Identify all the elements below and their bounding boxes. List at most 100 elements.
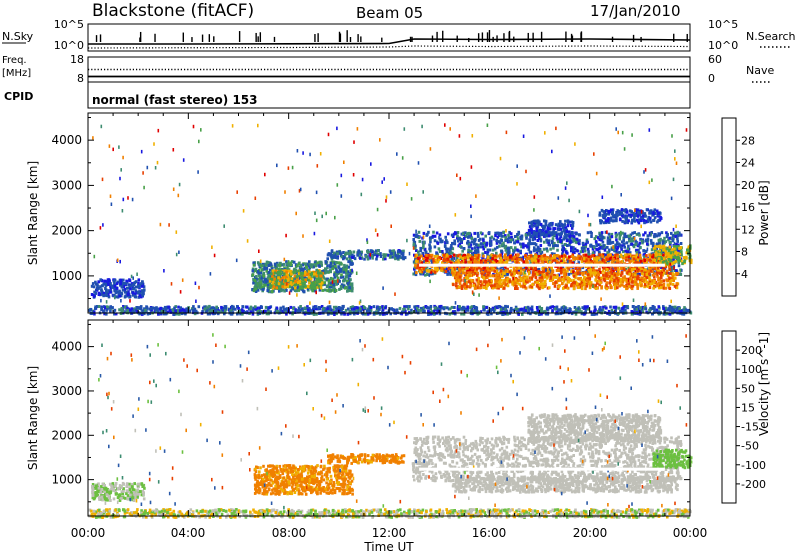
scatter-cell (334, 253, 338, 257)
scatter-cell (619, 253, 623, 257)
scatter-cell (549, 254, 553, 258)
scatter-cell (517, 269, 520, 273)
scatter-cell (605, 272, 608, 276)
scatter-cell (388, 249, 392, 253)
scatter-cell (616, 251, 620, 255)
scatter-cell (563, 235, 566, 239)
scatter-cell (524, 244, 528, 248)
scatter-cell (618, 251, 621, 254)
scatter-cell (658, 277, 661, 281)
scatter-cell (330, 257, 334, 261)
scatter-cell (637, 259, 641, 263)
scatter-cell (581, 280, 584, 284)
scatter-cell (528, 232, 531, 235)
scatter-cell (582, 253, 586, 257)
scatter-cell (482, 286, 486, 289)
scatter-cell (308, 285, 312, 289)
scatter-cell (477, 282, 480, 286)
scatter-cell (509, 255, 512, 259)
scatter-cell (655, 234, 659, 238)
scatter-cell (580, 257, 584, 261)
scatter-cell (627, 244, 630, 248)
scatter-cell (648, 218, 652, 222)
scatter-cell (486, 248, 490, 252)
scatter-cell (651, 273, 655, 277)
scatter-cell (451, 271, 455, 275)
scatter-cell (348, 286, 351, 290)
scatter-cell (467, 280, 471, 284)
scatter-cell (141, 290, 145, 294)
scatter-cell (490, 235, 494, 239)
scatter-cell (537, 259, 540, 263)
scatter-cell (671, 274, 674, 278)
scatter-cell (639, 237, 642, 241)
scatter-cell (528, 238, 531, 242)
scatter-cell (333, 275, 337, 279)
scatter-cell (550, 223, 554, 227)
scatter-cell (496, 267, 499, 271)
scatter-cell (649, 267, 653, 271)
scatter-cell (366, 251, 370, 255)
scatter-cell (633, 277, 637, 281)
scatter-cell (619, 233, 622, 237)
scatter-cell (283, 285, 287, 289)
scatter-cell (556, 274, 559, 278)
scatter-cell (587, 273, 590, 277)
scatter-cell (603, 266, 606, 270)
scatter-cell (268, 268, 272, 272)
scatter-cell (610, 275, 614, 279)
scatter-cell (323, 271, 327, 275)
scatter-cell (524, 266, 528, 270)
scatter-cell (580, 287, 584, 291)
scatter-cell (618, 218, 622, 222)
scatter-cell (615, 276, 618, 280)
scatter-cell (519, 269, 523, 273)
scatter-cell (557, 232, 561, 236)
scatter-cell (506, 258, 510, 262)
scatter-cell (634, 243, 637, 246)
scatter-cell (259, 279, 262, 283)
scatter-cell (452, 283, 455, 287)
scatter-cell (457, 237, 460, 241)
scatter-cell (482, 238, 485, 242)
scatter-cell (626, 221, 629, 225)
scatter-cell (600, 285, 603, 289)
scatter-cell (414, 264, 417, 268)
scatter-cell (139, 292, 142, 295)
scatter-cell (344, 268, 348, 272)
scatter-cell (307, 264, 311, 268)
scatter-cell (627, 255, 630, 259)
scatter-cell (547, 265, 551, 269)
scatter-cell (493, 259, 496, 263)
scatter-cell (620, 240, 624, 244)
scatter-cell (612, 269, 615, 273)
scatter-cell (538, 287, 541, 291)
scatter-cell (509, 232, 513, 236)
scatter-cell (564, 232, 567, 236)
scatter-cell (643, 255, 646, 259)
scatter-cell (630, 278, 634, 282)
scatter-cell (294, 286, 297, 290)
scatter-cell (636, 261, 640, 265)
scatter-cell (611, 240, 615, 244)
scatter-cell (481, 245, 485, 249)
scatter-cell (350, 289, 354, 293)
scatter-cell (659, 286, 663, 290)
scatter-cell (559, 268, 563, 272)
scatter-cell (394, 257, 397, 261)
scatter-cell (427, 253, 431, 257)
scatter-cell (466, 273, 470, 277)
scatter-cell (109, 283, 112, 287)
scatter-cell (556, 279, 560, 283)
scatter-cell (422, 240, 426, 244)
scatter-cell (547, 234, 551, 238)
scatter-cell (335, 250, 339, 254)
scatter-cell (494, 234, 497, 237)
noise-panel-frame (87, 23, 691, 52)
scatter-cell (612, 247, 616, 251)
scatter-cell (401, 251, 405, 255)
scatter-cell (427, 230, 430, 234)
scatter-cell (469, 243, 473, 247)
scatter-cell (323, 281, 326, 285)
scatter-cell (321, 274, 325, 278)
